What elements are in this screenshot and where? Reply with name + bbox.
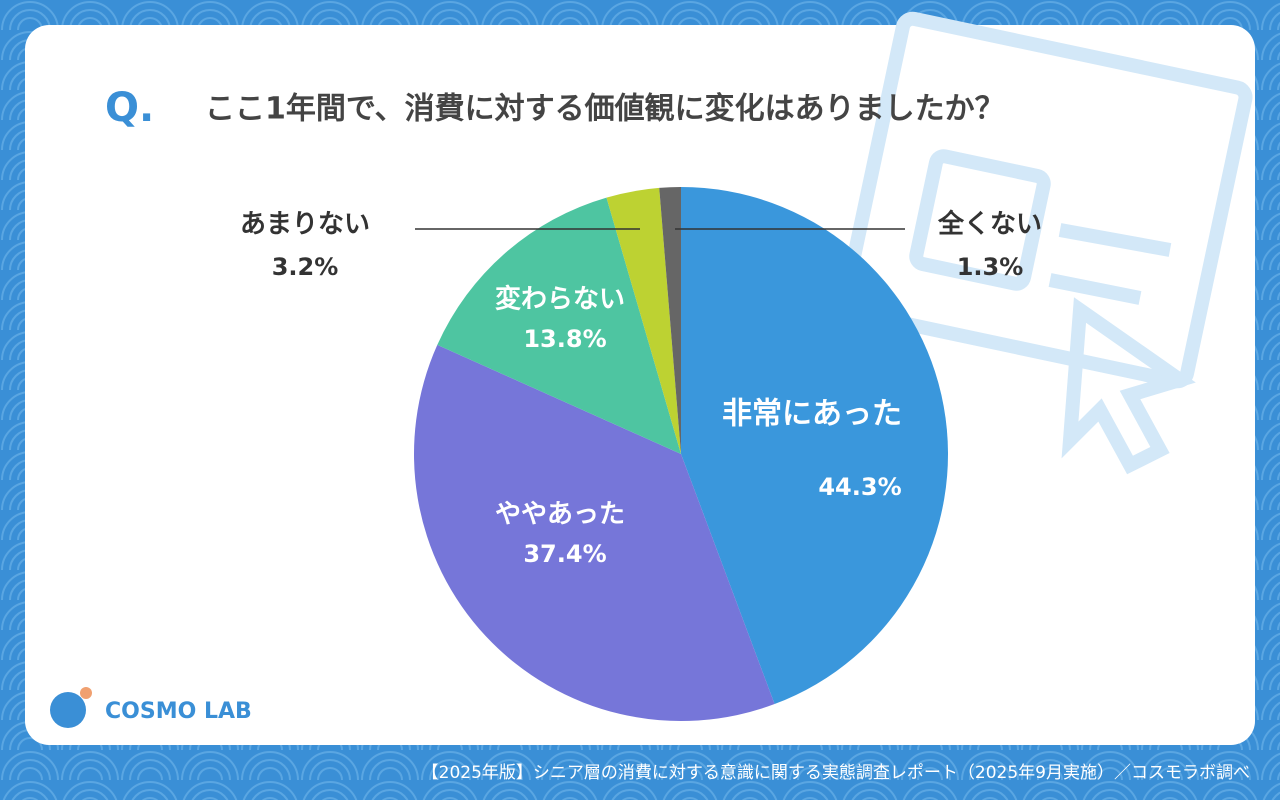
pie-slice	[606, 187, 681, 454]
value-label: 44.3%	[818, 473, 901, 501]
pie-slice	[413, 344, 775, 722]
value-label: 3.2%	[272, 253, 339, 281]
slice-label: 非常にあった	[722, 397, 902, 432]
pie-slice	[437, 197, 681, 454]
logo: COSMO LAB	[50, 687, 252, 728]
value-label: 1.3%	[957, 253, 1024, 281]
logo-mark	[50, 692, 86, 728]
slice-label: ややあった	[495, 500, 625, 530]
slice-label: 全くない	[937, 209, 1042, 240]
slice-label: あまりない	[240, 210, 370, 240]
chart-title: ここ1年間で、消費に対する価値観に変化はありましたか？	[205, 92, 1005, 127]
logo-text: COSMO LAB	[105, 699, 252, 724]
source-note: 【2025年版】シニア層の消費に対する意識に関する実態調査レポート（2025年9…	[422, 763, 1250, 783]
logo-dot	[80, 687, 92, 699]
slice-label: 変わらない	[495, 284, 625, 315]
decor-icon	[837, 11, 1253, 475]
question-badge: Q.	[105, 85, 154, 131]
pie-slice	[659, 187, 681, 454]
value-label: 13.8%	[523, 325, 606, 353]
pie-slice	[681, 187, 949, 705]
value-label: 37.4%	[523, 540, 606, 568]
